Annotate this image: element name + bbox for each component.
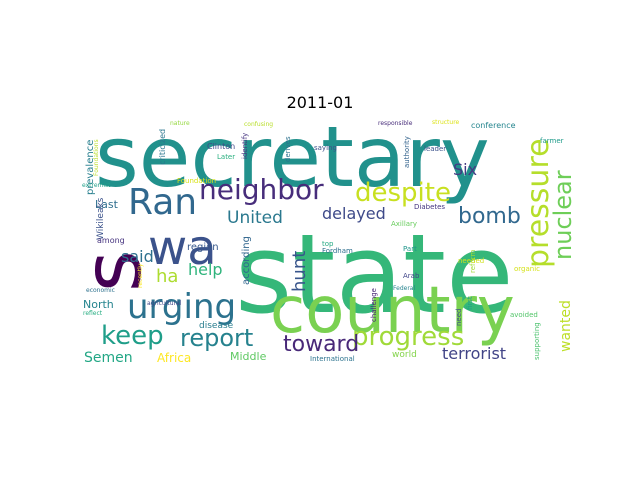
word-56: organic xyxy=(514,265,540,273)
word-25: Semen xyxy=(84,350,133,366)
word-48: Diabetes xyxy=(414,203,445,211)
word-73: Foundations xyxy=(93,139,100,176)
word-13: nuclear xyxy=(549,170,577,260)
word-55: needed xyxy=(458,257,484,265)
word-21: said xyxy=(121,247,154,266)
word-46: first xyxy=(466,296,474,310)
word-52: farmer xyxy=(540,137,564,145)
word-20: help xyxy=(188,260,223,279)
plot-area xyxy=(80,116,560,366)
word-2: country xyxy=(270,274,515,348)
word-65: extremist xyxy=(82,182,111,189)
chart-title: 2011-01 xyxy=(286,93,354,112)
word-30: Wikileaks xyxy=(96,197,106,240)
word-45: leader xyxy=(424,145,446,153)
word-67: recently xyxy=(137,263,144,288)
word-40: Foundation xyxy=(177,177,216,185)
word-4: wa xyxy=(148,220,217,276)
word-58: supporting xyxy=(533,322,541,360)
word-19: delayed xyxy=(322,204,386,223)
word-28: Middle xyxy=(230,350,267,363)
word-33: according xyxy=(241,236,252,285)
word-16: hunt xyxy=(289,251,310,292)
word-54: Part xyxy=(403,245,417,253)
word-22: terrorist xyxy=(442,344,506,363)
word-11: keep xyxy=(101,321,164,351)
word-18: United xyxy=(227,208,283,228)
word-35: world xyxy=(392,350,417,360)
word-44: authority xyxy=(403,136,411,168)
word-9: despite xyxy=(355,178,451,208)
word-60: challenge xyxy=(370,288,378,322)
word-72: structure xyxy=(432,119,460,126)
word-42: derives xyxy=(284,136,292,162)
word-50: Axillary xyxy=(391,220,417,228)
word-8: neighbor xyxy=(199,173,324,206)
word-10: progress xyxy=(352,322,464,352)
word-39: Later xyxy=(217,153,235,161)
word-34: disease xyxy=(199,321,234,331)
word-66: agricultural xyxy=(147,300,182,307)
word-29: North xyxy=(83,298,114,311)
word-64: economic xyxy=(86,287,115,294)
word-62: Arab xyxy=(403,272,420,280)
word-70: confusing xyxy=(244,121,273,128)
word-6: urging xyxy=(127,287,236,327)
word-14: toward xyxy=(283,332,359,357)
word-57: avoided xyxy=(510,311,538,319)
word-32: region xyxy=(187,242,219,253)
word-7: pressure xyxy=(521,138,556,268)
word-36: among xyxy=(97,236,125,245)
word-27: Africa xyxy=(157,351,191,365)
word-71: responsible xyxy=(378,120,413,127)
word-12: report xyxy=(180,324,253,352)
word-5: Ran xyxy=(128,182,197,223)
word-26: Last xyxy=(95,198,119,211)
word-41: identify xyxy=(241,133,249,159)
word-63: Federal xyxy=(393,285,415,292)
word-15: bomb xyxy=(458,204,521,229)
word-61: need xyxy=(455,309,463,327)
word-51: conference xyxy=(471,121,516,130)
word-43: saying xyxy=(314,144,337,152)
word-3: s xyxy=(66,250,159,292)
word-17: ha xyxy=(156,266,178,287)
word-68: reflect xyxy=(83,310,103,317)
word-69: nature xyxy=(170,120,190,127)
word-59: International xyxy=(310,355,355,363)
word-49: Fordham xyxy=(322,247,353,255)
word-1: secretary xyxy=(95,108,490,206)
word-53: top xyxy=(322,240,334,248)
word-24: wanted xyxy=(558,300,574,352)
word-47: reform xyxy=(469,249,477,273)
word-37: criticized xyxy=(158,129,167,165)
word-38: Clinton xyxy=(207,142,235,151)
word-23: Six xyxy=(453,160,477,179)
word-31: prevalence xyxy=(85,140,96,195)
word-0: state xyxy=(235,210,514,338)
